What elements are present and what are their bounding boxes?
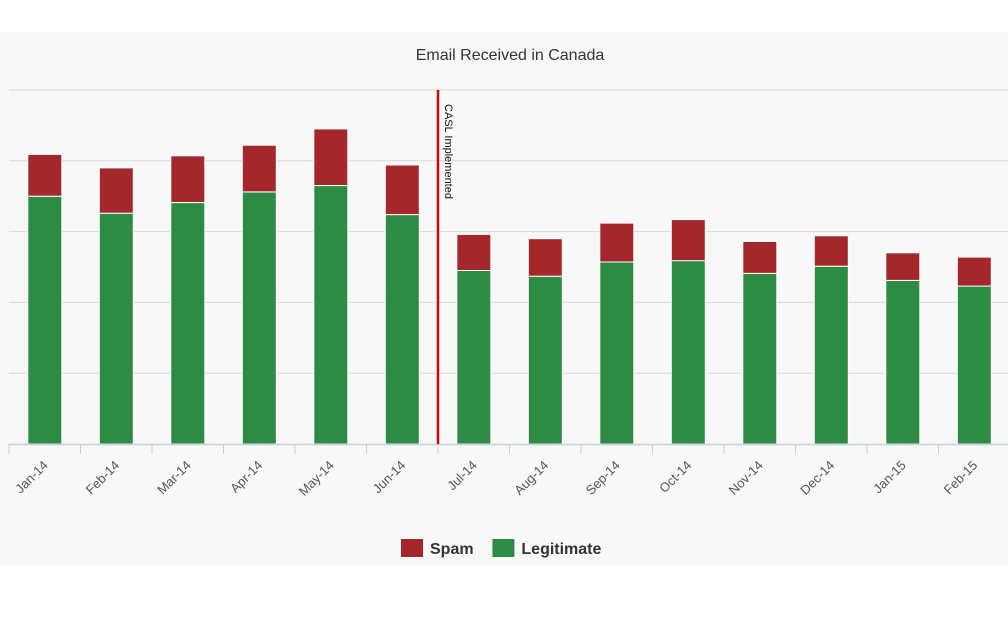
chart-frame: Email Received in Canada Jan-14 Feb-14 Mar… — [0, 32, 1008, 566]
x-tick-label: Sep-14 — [583, 458, 623, 498]
bar-spam-jan-14 — [27, 153, 63, 197]
annotations: CASL Implemented — [436, 90, 454, 444]
x-axis: Jan-14 Feb-14 Mar-14 Apr-14 May-14 Jun-14 Jul-… — [8, 443, 1008, 499]
bar-legitimate-nov-14 — [742, 272, 778, 445]
x-tick-label: Oct-14 — [656, 458, 694, 496]
bar-spam-may-14 — [313, 128, 349, 186]
legend-label-spam[interactable]: Spam — [430, 541, 474, 558]
bar-spam-feb-14 — [98, 167, 134, 214]
bar-spam-oct-14 — [670, 219, 706, 262]
bar-legitimate-jun-14 — [384, 214, 420, 445]
bar-legitimate-feb-14 — [98, 212, 134, 445]
x-tick-label: Feb-14 — [83, 458, 123, 498]
bar-legitimate-mar-14 — [170, 202, 206, 445]
bar-legitimate-jan-15 — [885, 280, 921, 445]
bar-spam-jun-14 — [384, 164, 420, 216]
chart-title: Email Received in Canada — [416, 47, 605, 64]
x-tick-label: Dec-14 — [797, 458, 837, 498]
bar-legitimate-dec-14 — [813, 265, 849, 445]
bar-legitimate-may-14 — [313, 185, 349, 445]
x-tick-label: Aug-14 — [511, 458, 551, 498]
bar-legitimate-oct-14 — [670, 260, 706, 445]
x-tick-label: Apr-14 — [227, 458, 265, 496]
bar-legitimate-sep-14 — [599, 261, 635, 445]
bar-legitimate-jul-14 — [456, 270, 492, 445]
x-tick-label: Feb-15 — [941, 458, 981, 498]
bar-legitimate-aug-14 — [527, 275, 563, 445]
bar-spam-aug-14 — [527, 238, 563, 277]
casl-marker-label: CASL Implemented — [442, 104, 454, 199]
legend[interactable]: Spam Legitimate — [401, 539, 602, 558]
chart: Email Received in Canada Jan-14 Feb-14 Mar… — [8, 47, 1008, 558]
legend-label-legitimate[interactable]: Legitimate — [521, 541, 601, 558]
bar-legitimate-jan-14 — [27, 195, 63, 445]
bar-spam-nov-14 — [742, 241, 778, 274]
x-tick-label: Jun-14 — [370, 458, 409, 497]
bar-spam-sep-14 — [599, 222, 635, 263]
x-tick-label: Jan-15 — [870, 458, 909, 497]
legend-swatch-spam[interactable] — [401, 539, 423, 557]
bars — [27, 128, 992, 445]
bar-legitimate-feb-15 — [956, 285, 992, 445]
x-tick-label: Jul-14 — [444, 458, 480, 494]
x-tick-label: Mar-14 — [154, 458, 194, 498]
gridlines — [9, 89, 1008, 374]
bar-spam-mar-14 — [170, 155, 206, 204]
x-tick-label: May-14 — [296, 458, 337, 499]
legend-swatch-legitimate[interactable] — [492, 539, 515, 557]
bar-spam-apr-14 — [241, 144, 277, 193]
x-tick-label: Nov-14 — [726, 458, 766, 498]
bar-spam-dec-14 — [813, 235, 849, 267]
bar-spam-jan-15 — [885, 252, 921, 281]
bar-spam-jul-14 — [456, 233, 492, 271]
bar-legitimate-apr-14 — [241, 191, 277, 445]
bar-spam-feb-15 — [956, 256, 992, 287]
x-tick-label: Jan-14 — [12, 458, 51, 497]
